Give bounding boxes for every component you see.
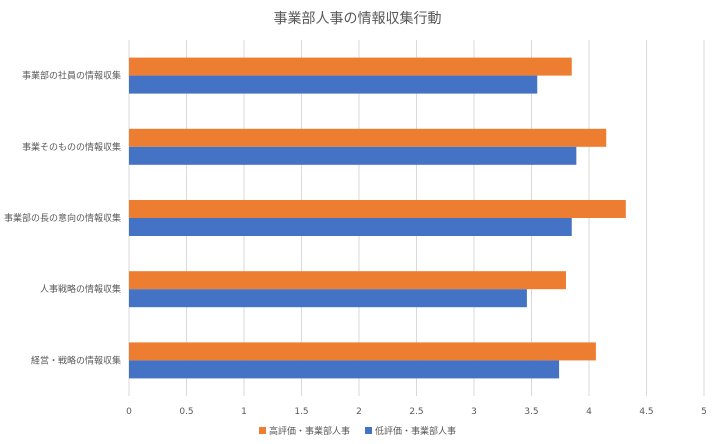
category-label: 人事戦略の情報収集 <box>40 283 121 295</box>
x-tick-label: 1.5 <box>294 407 308 417</box>
x-tick-label: 3.5 <box>524 407 538 417</box>
legend-label-series-2: 低評価・事業部人事 <box>374 427 456 437</box>
legend-label-series-1: 高評価・事業部人事 <box>269 427 351 437</box>
x-tick-label: 2 <box>356 407 362 417</box>
x-tick-label: 5 <box>701 407 707 417</box>
chart-title: 事業部人事の情報収集行動 <box>273 11 442 27</box>
bar-series-1 <box>129 271 566 290</box>
bar-series-2 <box>129 218 572 236</box>
category-label: 事業そのものの情報収集 <box>22 141 121 153</box>
legend-item-series-2: 低評価・事業部人事 <box>364 424 456 437</box>
category-label: 経営・戦略の情報収集 <box>31 354 121 366</box>
bar-series-1 <box>129 128 607 147</box>
bar-series-2 <box>129 75 538 94</box>
bars <box>129 57 626 379</box>
legend: 高評価・事業部人事 低評価・事業部人事 <box>0 424 715 437</box>
legend-swatch-blue <box>364 427 372 434</box>
bar-series-2 <box>129 289 527 308</box>
bar-series-1 <box>129 342 596 361</box>
bar-series-1 <box>129 200 626 218</box>
category-label: 事業部の長の意向の情報収集 <box>4 212 121 224</box>
legend-item-series-1: 高評価・事業部人事 <box>259 424 350 437</box>
bar-series-2 <box>129 360 560 379</box>
legend-swatch-orange <box>259 427 267 434</box>
x-tick-label: 4 <box>586 407 592 417</box>
x-tick-label: 0 <box>126 407 132 417</box>
bar-series-2 <box>129 146 577 165</box>
category-label: 事業部の社員の情報収集 <box>22 70 121 82</box>
x-tick-label: 0.5 <box>179 407 193 417</box>
bar-series-1 <box>129 57 572 76</box>
x-tick-label: 2.5 <box>409 407 423 417</box>
x-tick-label: 1 <box>241 407 247 417</box>
x-tick-label: 4.5 <box>639 407 653 417</box>
axis-labels: 0 0.5 1 1.5 2 2.5 3 3.5 4 4.5 5 事業部の社員の情報収集事業そのものの情… <box>4 70 707 417</box>
x-tick-label: 3 <box>471 407 477 417</box>
